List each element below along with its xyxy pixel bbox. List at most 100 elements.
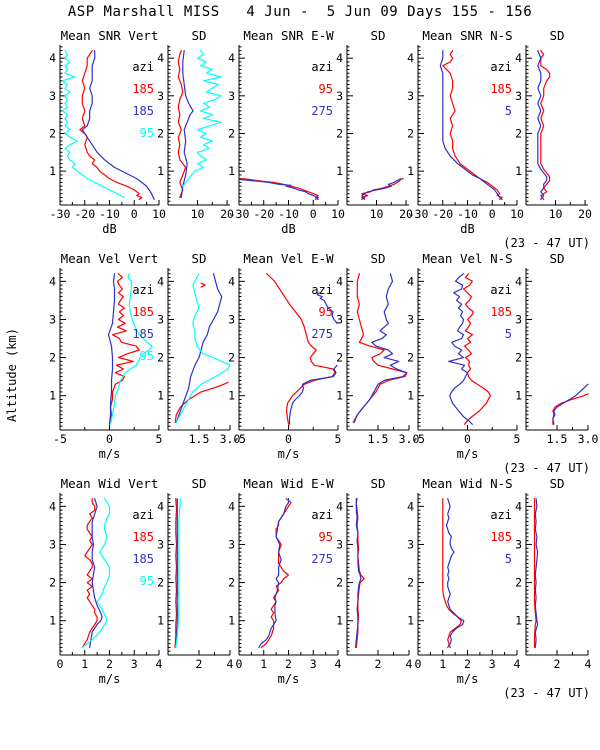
legend-entry: 95 bbox=[319, 305, 333, 319]
page-title: ASP Marshall MISS 4 Jun - 5 Jun 09 Days … bbox=[67, 4, 533, 20]
series-azi-5-line bbox=[534, 498, 539, 649]
x-tick-label: 0 bbox=[464, 432, 471, 446]
panel-sd-r0c3: 1 2 3 4 10 20 SD bbox=[336, 28, 413, 221]
panel-title: Mean Vel E-W bbox=[243, 251, 334, 266]
x-tick-label: -5 bbox=[53, 432, 67, 446]
x-tick-label: 1 bbox=[439, 657, 446, 671]
y-tick-label: 2 bbox=[336, 576, 343, 590]
panel-title: SD bbox=[370, 476, 385, 491]
y-tick-label: 3 bbox=[49, 312, 56, 326]
panel-sd-r2c1: 1 2 3 4 2 4 SD bbox=[157, 476, 233, 671]
y-tick-label: 2 bbox=[49, 351, 56, 365]
series-azi-95-line bbox=[175, 273, 231, 423]
y-tick-label: 2 bbox=[407, 351, 414, 365]
series-azi-275-line bbox=[258, 498, 290, 649]
y-tick-label: 2 bbox=[157, 576, 164, 590]
y-tick-label: 2 bbox=[49, 126, 56, 140]
legend-entry: 95 bbox=[319, 530, 333, 544]
y-tick-label: 1 bbox=[336, 164, 343, 178]
panel-mean-vel-n-s-r1c4: 1 2 3 4 -5 0 5 Mean Vel N-S azi 185 5 m/s bbox=[407, 251, 520, 461]
time-range-note: (23 - 47 UT) bbox=[503, 686, 590, 700]
y-tick-label: 3 bbox=[49, 89, 56, 103]
series-azi-5-line bbox=[537, 49, 548, 200]
series-azi-185-line bbox=[79, 49, 143, 200]
y-tick-label: 2 bbox=[515, 576, 522, 590]
x-tick-label: -20 bbox=[253, 207, 274, 221]
y-tick-label: 3 bbox=[515, 312, 522, 326]
x-tick-label: 4 bbox=[156, 657, 163, 671]
x-tick-label: 3 bbox=[310, 657, 317, 671]
x-tick-label: 1.5 bbox=[547, 432, 568, 446]
legend-entry: 275 bbox=[311, 104, 333, 118]
y-tick-label: 1 bbox=[407, 164, 414, 178]
y-tick-label: 2 bbox=[336, 126, 343, 140]
x-tick-label: 0 bbox=[285, 432, 292, 446]
y-tick-label: 1 bbox=[49, 614, 56, 628]
y-tick-label: 4 bbox=[336, 499, 343, 513]
series-azi-5-line bbox=[439, 49, 503, 200]
x-tick-label: 10 bbox=[510, 207, 524, 221]
x-axis-unit-label: m/s bbox=[99, 672, 121, 686]
legend-header: azi bbox=[311, 508, 333, 522]
legend-header: azi bbox=[311, 283, 333, 297]
series-azi-275-line bbox=[354, 498, 362, 649]
y-tick-label: 3 bbox=[515, 537, 522, 551]
y-tick-label: 4 bbox=[407, 51, 414, 65]
x-tick-label: 10 bbox=[370, 207, 384, 221]
y-tick-label: 1 bbox=[336, 389, 343, 403]
panel-mean-snr-vert-r0c0: 1 2 3 4 -30 -20 -10 0 10 Mean SNR Vert azi 185 185 95… bbox=[49, 28, 166, 236]
y-tick-label: 4 bbox=[49, 51, 56, 65]
y-tick-label: 1 bbox=[49, 389, 56, 403]
legend-entry: 95 bbox=[140, 126, 154, 140]
y-tick-label: 4 bbox=[49, 499, 56, 513]
panel-title: SD bbox=[191, 476, 206, 491]
series-azi-185-line bbox=[540, 49, 551, 200]
legend-entry: 185 bbox=[490, 530, 512, 544]
y-tick-label: 3 bbox=[49, 537, 56, 551]
x-tick-label: -5 bbox=[232, 432, 246, 446]
x-tick-label: 0 bbox=[415, 657, 422, 671]
legend-entry: 185 bbox=[132, 327, 154, 341]
legend-entry: 5 bbox=[505, 327, 512, 341]
x-tick-label: 3 bbox=[489, 657, 496, 671]
panel-title: SD bbox=[191, 28, 206, 43]
x-tick-label: 4 bbox=[227, 657, 234, 671]
x-tick-label: 2 bbox=[106, 657, 113, 671]
series-azi-185-line bbox=[533, 498, 537, 649]
y-tick-label: 1 bbox=[157, 614, 164, 628]
x-tick-label: 3 bbox=[131, 657, 138, 671]
x-tick-label: 4 bbox=[335, 657, 342, 671]
y-tick-label: 2 bbox=[228, 126, 235, 140]
legend-entry: 95 bbox=[140, 574, 154, 588]
legend-entry: 185 bbox=[132, 530, 154, 544]
series-azi-95-line bbox=[182, 49, 222, 187]
x-axis-unit-label: m/s bbox=[457, 447, 479, 461]
series-azi-95-line bbox=[260, 498, 292, 649]
series-azi-95-line bbox=[240, 178, 319, 200]
y-tick-label: 2 bbox=[49, 576, 56, 590]
legend-entry: 275 bbox=[311, 327, 333, 341]
y-tick-label: 1 bbox=[407, 389, 414, 403]
panel-title: SD bbox=[191, 251, 206, 266]
x-tick-label: 2 bbox=[375, 657, 382, 671]
y-tick-label: 2 bbox=[228, 576, 235, 590]
series-azi-185-line bbox=[442, 498, 462, 649]
series-azi-185-line bbox=[81, 49, 155, 200]
series-azi-95-line bbox=[352, 273, 408, 423]
panel-title: SD bbox=[549, 28, 564, 43]
panel-title: Mean Wid Vert bbox=[61, 476, 159, 491]
x-tick-label: -30 bbox=[229, 207, 250, 221]
series-azi-275-line bbox=[316, 292, 338, 324]
legend-header: azi bbox=[132, 508, 154, 522]
x-tick-label: 5 bbox=[156, 432, 163, 446]
y-tick-label: 4 bbox=[228, 51, 235, 65]
panel-sd-r0c5: 1 2 3 4 10 20 SD (23 - 47 UT) bbox=[503, 28, 592, 250]
y-tick-label: 1 bbox=[228, 164, 235, 178]
x-tick-label: 20 bbox=[220, 207, 234, 221]
x-tick-label: 0 bbox=[489, 207, 496, 221]
series-azi-185-line bbox=[89, 498, 103, 649]
legend-entry: 5 bbox=[505, 552, 512, 566]
x-axis-unit-label: dB bbox=[102, 222, 116, 236]
